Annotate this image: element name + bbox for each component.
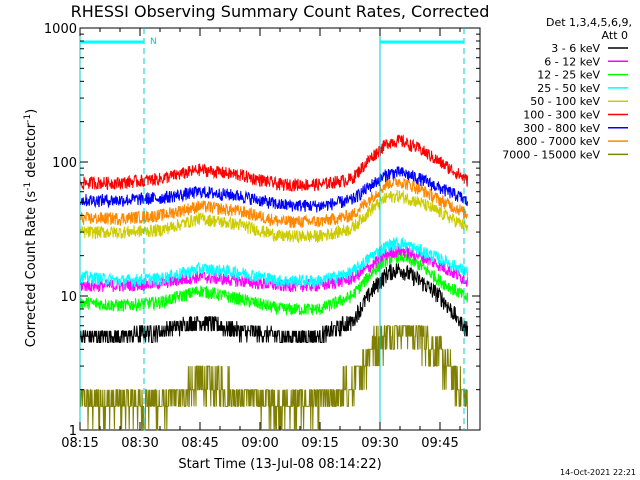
series-line <box>79 133 469 192</box>
y-axis-label-end: ) <box>24 109 39 114</box>
series-line <box>79 244 469 293</box>
legend-header-line2: Att 0 <box>602 29 628 42</box>
overlay-layer: N <box>79 28 465 430</box>
chart-title: RHESSI Observing Summary Count Rates, Co… <box>71 2 490 21</box>
x-tick-label: 09:30 <box>361 436 398 451</box>
series-line <box>79 249 469 317</box>
legend-label: 12 - 25 keV <box>537 69 600 82</box>
y-tick-label: 1 <box>69 424 77 439</box>
legend-header-line1: Det 1,3,4,5,6,9, <box>546 16 632 29</box>
y-axis-label-sup1: -1 <box>23 182 33 191</box>
legend-label: 6 - 12 keV <box>544 55 600 68</box>
series-line <box>79 189 469 244</box>
legend-label: 300 - 800 keV <box>523 122 600 135</box>
series-line <box>79 263 469 343</box>
series-path <box>79 189 469 244</box>
series-path <box>79 263 469 343</box>
legend-label: 3 - 6 keV <box>551 42 600 55</box>
annotation-n: N <box>150 37 157 47</box>
x-tick-label: 09:00 <box>241 436 278 451</box>
axes-layer: 1 10 100 1000 08:15 08:30 08:45 09:00 09:15 09:30… <box>44 22 481 451</box>
series-path <box>79 249 469 317</box>
x-tick-label: 08:15 <box>61 436 98 451</box>
series-path <box>79 133 469 192</box>
legend-label: 50 - 100 keV <box>530 95 600 108</box>
x-tick-label: 08:30 <box>121 436 158 451</box>
series-path <box>79 236 469 290</box>
series-line <box>79 236 469 290</box>
y-axis-label-sup2: -1 <box>23 114 33 123</box>
series-path <box>79 166 469 213</box>
footer-date: 14-Oct-2021 22:21 <box>560 468 636 477</box>
series-line <box>79 166 469 213</box>
y-axis-label-mid: detector <box>24 122 39 182</box>
x-tick-label: 08:45 <box>181 436 218 451</box>
legend-label: 25 - 50 keV <box>537 82 600 95</box>
series-path <box>79 325 469 431</box>
series-path <box>79 244 469 293</box>
legend-label: 100 - 300 keV <box>523 109 600 122</box>
y-tick-label: 10 <box>60 290 77 305</box>
y-tick-label: 100 <box>52 156 77 171</box>
x-axis-label: Start Time (13-Jul-08 08:14:22) <box>178 457 381 472</box>
y-axis-label-main: Corrected Count Rate (s <box>24 191 39 348</box>
legend-label: 800 - 7000 keV <box>516 135 600 148</box>
y-tick-label: 1000 <box>44 22 77 37</box>
legend-label: 7000 - 15000 keV <box>502 148 600 161</box>
y-axis-label: Corrected Count Rate (s-1 detector-1) <box>23 109 39 347</box>
x-tick-label: 09:45 <box>421 436 458 451</box>
series-line <box>79 176 469 229</box>
series-path <box>79 176 469 229</box>
series-line <box>79 325 469 431</box>
series-layer <box>79 133 469 431</box>
x-tick-label: 09:15 <box>301 436 338 451</box>
